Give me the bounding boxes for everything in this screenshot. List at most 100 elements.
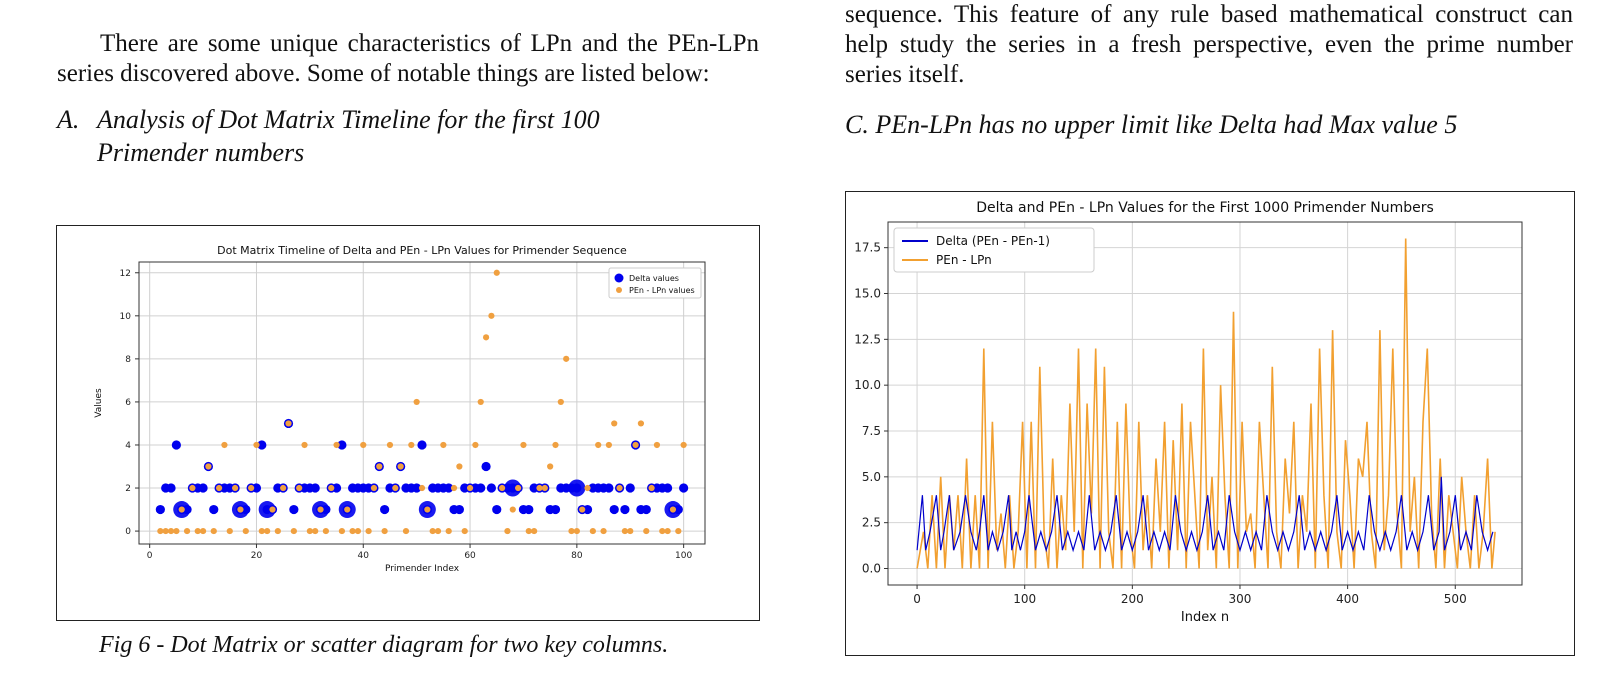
legend-pen-label: PEn - LPn values [629,286,695,295]
section-a-line2: Primender numbers [97,138,305,167]
pen-lpn-point [413,398,420,406]
pen-lpn-point [221,441,228,449]
pen-lpn-point [370,484,378,492]
section-c-heading: C. PEn-LPn has no upper limit like Delta… [845,110,1458,139]
figure-6-caption: Fig 6 - Dot Matrix or scatter diagram fo… [99,632,669,658]
y-tick-label: 17.5 [854,241,881,255]
y-tick-label: 5.0 [862,470,881,484]
pen-lpn-point [322,527,329,535]
delta-point [673,504,683,515]
y-tick-label: 0 [125,527,131,537]
delta-point [582,504,593,515]
y-tick-label: 2.5 [862,516,881,530]
plot-area [138,261,706,545]
pen-lpn-point [232,484,239,492]
pen-lpn-point [445,527,452,535]
pen-lpn-point [605,441,612,449]
y-tick-label: 2 [125,484,131,494]
legend-delta-label: Delta values [629,274,679,283]
pen-lpn-point [509,506,516,513]
pen-lpn-point [215,484,223,492]
pen-lpn-point [573,527,580,535]
pen-lpn-point [386,441,394,449]
delta-point [412,483,422,493]
x-tick-label: 500 [1444,592,1467,606]
pen-lpn-point [531,527,538,535]
pen-lpn-point [579,506,586,513]
delta-point [481,461,491,472]
delta-point [417,440,427,450]
pen-lpn-line [916,238,1496,569]
pen-lpn-point [264,527,271,535]
line-chart-frame: 0 100 200 300 400 500 0.0 2.5 5.0 7.5 10.0 12.5 15.0… [845,191,1575,656]
pen-lpn-point [162,527,169,535]
x-axis-label: Primender Index [385,564,460,574]
pen-lpn-point [621,527,629,535]
pen-lpn-point [637,420,645,427]
pen-lpn-point [632,441,639,449]
legend-pen-marker [616,287,622,293]
legend-delta-label: Delta (PEn - PEn-1) [936,234,1050,248]
delta-point [155,504,165,515]
pen-lpn-point [301,441,308,449]
x-tick-label: 80 [571,551,583,561]
right-column: sequence. This feature of any rule based… [845,0,1573,141]
delta-point [337,440,347,450]
pen-lpn-point [274,527,281,535]
delta-line [916,476,1494,553]
pen-lpn-point [424,506,431,513]
continuation-paragraph: sequence. This feature of any rule based… [845,1,1573,88]
pen-lpn-point [376,463,383,470]
x-tick-label: 100 [1013,592,1036,606]
delta-point [331,483,342,493]
pen-lpn-point [466,484,474,492]
y-tick-label: 12.5 [854,332,881,346]
pen-lpn-point [280,484,287,492]
pen-lpn-point [488,312,495,319]
section-a-line1: Analysis of Dot Matrix Timeline for the … [97,105,600,134]
pen-lpn-point [269,506,276,513]
delta-point [663,483,673,493]
pen-lpn-point [418,484,426,492]
pen-lpn-point [392,484,399,492]
delta-point [198,483,208,493]
pen-lpn-point [493,269,500,276]
pen-lpn-point [248,484,255,492]
pen-lpn-point [456,463,463,470]
delta-point [524,504,534,515]
delta-point [486,483,497,493]
pen-lpn-point [429,527,436,535]
pen-lpn-point [675,527,682,535]
x-axis-label: Index n [1181,610,1229,625]
y-tick-label: 10.0 [854,378,881,392]
pen-lpn-point [653,441,661,449]
pen-lpn-point [349,527,356,535]
pen-lpn-point [365,527,372,535]
pen-lpn-point [498,484,506,492]
pen-lpn-point [285,420,292,427]
pen-lpn-point [450,484,458,492]
x-tick-label: 40 [358,551,370,561]
y-tick-label: 0.0 [862,562,881,576]
delta-point [492,504,502,515]
delta-line-chart: 0 100 200 300 400 500 0.0 2.5 5.0 7.5 10.0 12.5 15.0… [854,200,1523,625]
pen-lpn-point [557,398,564,406]
delta-point [182,504,192,515]
pen-lpn-point [360,441,367,449]
pen-lpn-point [306,527,313,535]
x-tick-label: 60 [464,551,476,561]
pen-lpn-point [680,441,687,449]
pen-lpn-point [210,527,217,535]
delta-point [444,483,454,493]
pen-lpn-point [659,527,666,535]
x-tick-label: 20 [251,551,263,561]
figure-6-frame: 0 20 40 60 80 100 0 2 4 6 8 10 12 Dot Matrix Timeline… [56,225,760,621]
pen-lpn-point [616,484,623,492]
pen-lpn-point [226,527,233,535]
delta-point [625,483,635,493]
delta-point [241,504,251,515]
pen-lpn-point [627,527,634,535]
x-tick-label: 100 [675,551,692,561]
pen-lpn-point [354,527,362,535]
pen-lpn-point [317,506,324,513]
